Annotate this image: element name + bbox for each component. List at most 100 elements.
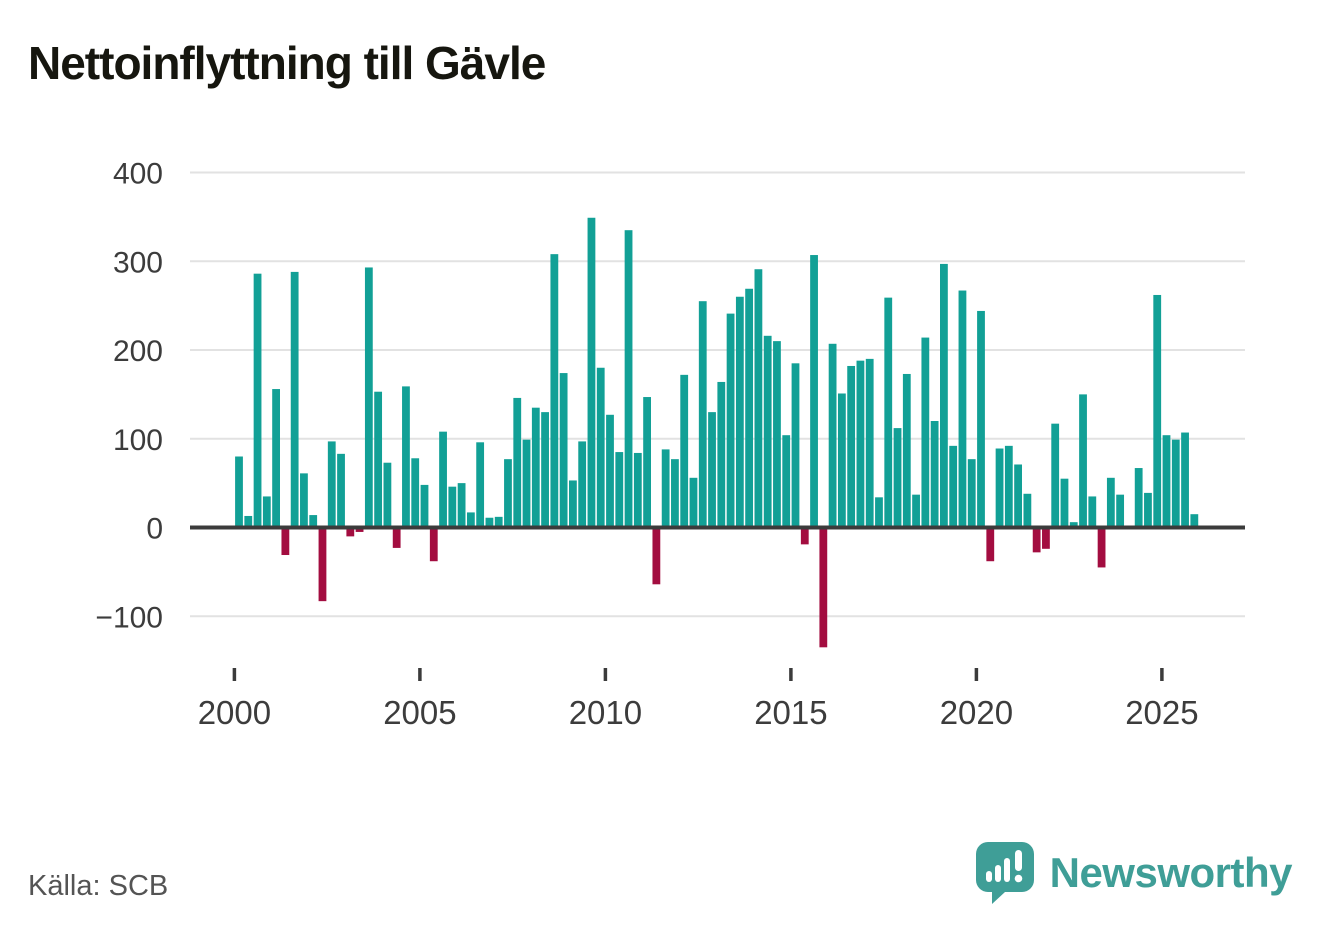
bar-2020-q1: [977, 310, 985, 528]
bar-2006-q2: [466, 512, 475, 528]
bar-2009-q4: [596, 367, 605, 528]
bar-2016-q1: [828, 343, 837, 528]
x-tick-label-2000: 2000: [198, 694, 271, 731]
bar-2012-q2: [689, 477, 698, 528]
bar-2000-q3: [253, 273, 262, 528]
bar-2013-q3: [735, 296, 744, 528]
bar-2007-q3: [513, 397, 522, 528]
bar-2015-q1: [791, 363, 800, 528]
bar-2024-q2: [1134, 468, 1143, 528]
bar-2012-q4: [708, 412, 716, 528]
y-tick-label-0: 0: [146, 513, 163, 546]
bar-2013-q1: [717, 381, 726, 528]
bar-2020-q2: [986, 527, 995, 562]
x-tick-label-2015: 2015: [754, 694, 827, 731]
logo-bar-1: [985, 871, 992, 882]
logo-exclamation-stem: [1014, 850, 1022, 871]
bar-2005-q4: [448, 486, 457, 528]
y-tick-label-300: 300: [113, 246, 163, 279]
plot-area: 400 300 200 100 0 −100 2000 2005 2010 2015 2020 202…: [95, 158, 1245, 731]
bar-2017-q4: [893, 428, 902, 528]
bar-2010-q4: [633, 452, 642, 528]
bar-2005-q2: [429, 527, 438, 562]
bar-2009-q3: [587, 217, 596, 528]
bar-2010-q2: [615, 452, 624, 528]
bar-2000-q1: [235, 456, 243, 528]
bar-2002-q4: [337, 453, 345, 528]
bar-2014-q3: [773, 341, 781, 528]
bar-2021-q4: [1042, 527, 1050, 549]
y-tick-label--100: −100: [95, 601, 163, 634]
bar-2008-q4: [559, 373, 568, 528]
bar-2015-q3: [810, 255, 818, 528]
bar-2004-q2: [392, 527, 401, 548]
bar-2025-q1: [1162, 435, 1171, 528]
bar-2011-q3: [661, 449, 670, 528]
bar-2003-q4: [374, 391, 383, 528]
bar-2006-q4: [485, 517, 494, 528]
bar-2014-q4: [782, 435, 791, 528]
bar-2013-q2: [726, 313, 735, 528]
bar-2015-q2: [800, 527, 809, 545]
bar-2019-q1: [940, 263, 948, 528]
bar-2016-q3: [847, 365, 856, 528]
bar-2010-q3: [624, 230, 633, 528]
bar-2007-q4: [522, 439, 531, 528]
bar-2025-q4: [1190, 514, 1199, 528]
bar-2002-q3: [327, 441, 336, 528]
bar-2001-q1: [272, 389, 280, 528]
bar-2021-q1: [1014, 464, 1022, 528]
bar-2014-q2: [763, 335, 772, 528]
brand-name: Newsworthy: [1049, 849, 1293, 896]
bar-2008-q1: [531, 407, 540, 528]
chart-title: Nettoinflyttning till Gävle: [28, 37, 546, 89]
bar-2011-q2: [652, 527, 661, 585]
bar-2019-q3: [958, 290, 967, 528]
bar-2002-q1: [309, 515, 318, 528]
bar-2004-q4: [411, 458, 420, 528]
bar-2012-q1: [680, 374, 689, 528]
bar-2001-q2: [281, 527, 290, 556]
bar-2001-q4: [300, 473, 308, 528]
bar-2005-q3: [439, 431, 447, 528]
bar-2012-q3: [698, 301, 707, 528]
bar-2025-q3: [1181, 432, 1189, 528]
x-tick-label-2010: 2010: [569, 694, 642, 731]
bar-2008-q3: [550, 254, 559, 528]
bar-2014-q1: [754, 269, 763, 528]
bar-2017-q3: [884, 297, 893, 528]
bar-2016-q4: [856, 360, 865, 528]
bar-2009-q2: [578, 441, 587, 528]
bar-2023-q2: [1097, 527, 1106, 568]
bar-2007-q1: [494, 516, 503, 528]
y-tick-label-400: 400: [113, 158, 163, 191]
bar-2000-q2: [244, 515, 253, 528]
bar-2023-q4: [1116, 494, 1125, 528]
bar-2003-q1: [346, 527, 355, 537]
x-tick-label-2020: 2020: [940, 694, 1013, 731]
bar-2022-q3: [1069, 522, 1078, 528]
bar-2018-q1: [902, 373, 911, 528]
bar-2010-q1: [606, 414, 614, 528]
bar-2011-q4: [671, 459, 679, 528]
bar-2023-q1: [1088, 496, 1097, 528]
bar-2006-q1: [457, 483, 466, 528]
bar-2003-q3: [364, 267, 373, 528]
bar-2001-q3: [290, 271, 299, 528]
bar-2009-q1: [569, 480, 577, 528]
brand-logo[interactable]: Newsworthy: [974, 840, 1293, 906]
x-tick-label-2005: 2005: [383, 694, 456, 731]
bar-2002-q2: [318, 527, 327, 602]
bar-2008-q2: [541, 412, 549, 528]
bar-2007-q2: [504, 459, 512, 528]
bar-2021-q3: [1032, 527, 1041, 553]
bar-2004-q1: [383, 462, 392, 528]
bar-2025-q2: [1171, 439, 1180, 528]
bar-2015-q4: [819, 527, 828, 648]
bar-2005-q1: [420, 484, 429, 528]
logo-bar-3: [1003, 858, 1010, 882]
bar-2022-q4: [1079, 394, 1087, 528]
x-tick-label-2025: 2025: [1125, 694, 1198, 731]
source-note: Källa: SCB: [28, 870, 169, 902]
